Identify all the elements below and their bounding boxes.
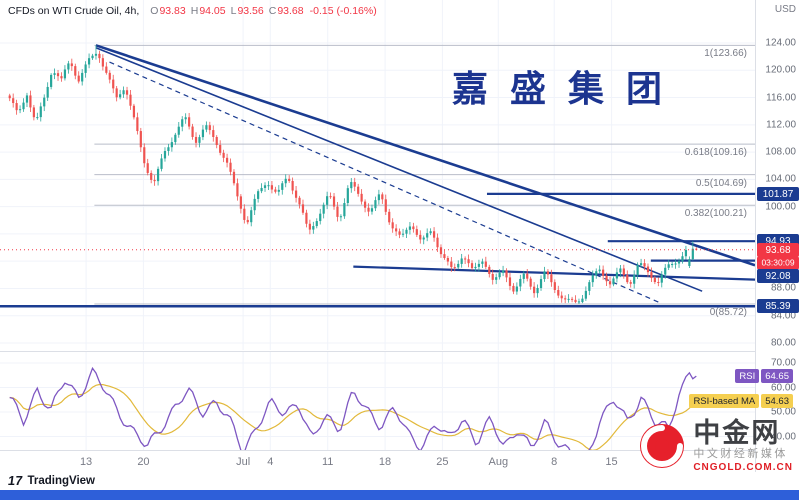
low-value: 93.56 — [237, 5, 264, 17]
price-level-badge: 85.39 — [757, 299, 799, 313]
tradingview-logo-text: TradingView — [27, 474, 95, 487]
rsi-plot[interactable] — [0, 352, 755, 450]
time-tick-label: 13 — [79, 456, 93, 468]
price-axis[interactable]: USD 124.00 120.00 116.00 112.00 108.00 104.00… — [755, 0, 799, 472]
price-tick-label: 124.00 — [765, 37, 796, 49]
price-tick-label: 80.00 — [770, 337, 796, 349]
time-axis-divider — [0, 450, 755, 451]
fib-level-label: 0.5(104.69) — [695, 177, 747, 189]
rsi-tick-label: 50.00 — [770, 406, 796, 418]
time-axis[interactable]: 13 20 Jul 4 11 18 25 Aug 8 15 — [0, 450, 755, 472]
high-label: H — [190, 5, 199, 17]
fib-level-label: 0(85.72) — [709, 307, 747, 318]
price-tick-label: 104.00 — [765, 173, 796, 185]
price-tick-label: 88.00 — [770, 282, 796, 294]
price-tick-label: 108.00 — [765, 146, 796, 158]
price-level-badge: 92.08 — [757, 269, 799, 283]
symbol-header: CFDs on WTI Crude Oil, 4h, O93.83 H94.05 L9… — [8, 5, 377, 17]
cngold-watermark[interactable]: 中金网 中文财经新媒体 CNGOLD.COM.CN — [639, 419, 793, 473]
rsi-value-badge: RSI 64.65 — [735, 369, 793, 383]
price-tick-label: 116.00 — [766, 92, 796, 104]
rsi-label: RSI — [735, 369, 760, 383]
cngold-logo-icon — [640, 424, 685, 469]
rsi-tick-label: 40.00 — [770, 431, 796, 443]
bottom-blue-bar — [0, 490, 799, 500]
open-value: 93.83 — [159, 5, 186, 17]
price-pane[interactable]: 1(123.66) 0.618(109.16) 0.5(104.69) 0.382(1… — [0, 0, 755, 350]
price-tick-label: 100.00 — [765, 201, 796, 213]
close-value: 93.68 — [277, 5, 304, 17]
high-value: 94.05 — [199, 5, 226, 17]
time-tick-label: 11 — [321, 456, 334, 468]
time-tick-label: 4 — [267, 456, 274, 468]
low-label: L — [230, 5, 237, 17]
time-tick-label: 15 — [605, 456, 618, 468]
rsi-ma-badge: RSI-based MA 54.63 — [689, 394, 793, 408]
rsi-pane[interactable] — [0, 352, 755, 450]
tradingview-icon: 17 — [6, 473, 24, 488]
time-tick-label: 25 — [436, 456, 449, 468]
candlestick-plot[interactable] — [0, 0, 755, 350]
price-tick-label: 120.00 — [765, 64, 796, 76]
rsi-tick-label: 60.00 — [770, 382, 796, 394]
fib-level-label: 1(123.66) — [704, 48, 747, 60]
time-tick-label: 8 — [551, 456, 558, 468]
time-tick-label: Jul — [236, 456, 251, 468]
symbol-title[interactable]: CFDs on WTI Crude Oil, 4h, — [8, 5, 140, 17]
fib-level-label: 0.382(100.21) — [684, 208, 747, 220]
cngold-site-name: 中金网 — [693, 418, 781, 448]
open-label: O — [150, 5, 159, 17]
time-tick-label: 18 — [378, 456, 392, 468]
cngold-tagline: 中文财经新媒体 — [693, 448, 788, 461]
price-tick-label: 84.00 — [770, 310, 796, 322]
countdown-badge: 03:30:09 — [757, 256, 799, 270]
close-label: C — [268, 5, 277, 17]
currency-label: USD — [774, 4, 796, 15]
fib-level-label: 0.618(109.16) — [684, 147, 747, 159]
change-value: -0.15 (-0.16%) — [309, 5, 377, 17]
pane-divider[interactable] — [0, 351, 755, 352]
tradingview-attribution[interactable]: 17 TradingView — [6, 473, 95, 488]
price-level-badge: 93.68 — [757, 243, 799, 257]
rsi-tick-label: 70.00 — [770, 357, 796, 369]
cngold-domain: CNGOLD.COM.CN — [693, 461, 793, 473]
rsi-ma-label: RSI-based MA — [689, 394, 760, 408]
rsi-ma-value: 54.63 — [761, 394, 793, 408]
price-level-badge: 101.87 — [757, 187, 799, 201]
time-tick-label: Aug — [488, 456, 509, 468]
broker-watermark: 嘉盛集团 — [452, 68, 685, 109]
rsi-value: 64.65 — [761, 369, 793, 383]
price-tick-label: 112.00 — [766, 119, 796, 131]
time-tick-label: 20 — [137, 456, 150, 468]
